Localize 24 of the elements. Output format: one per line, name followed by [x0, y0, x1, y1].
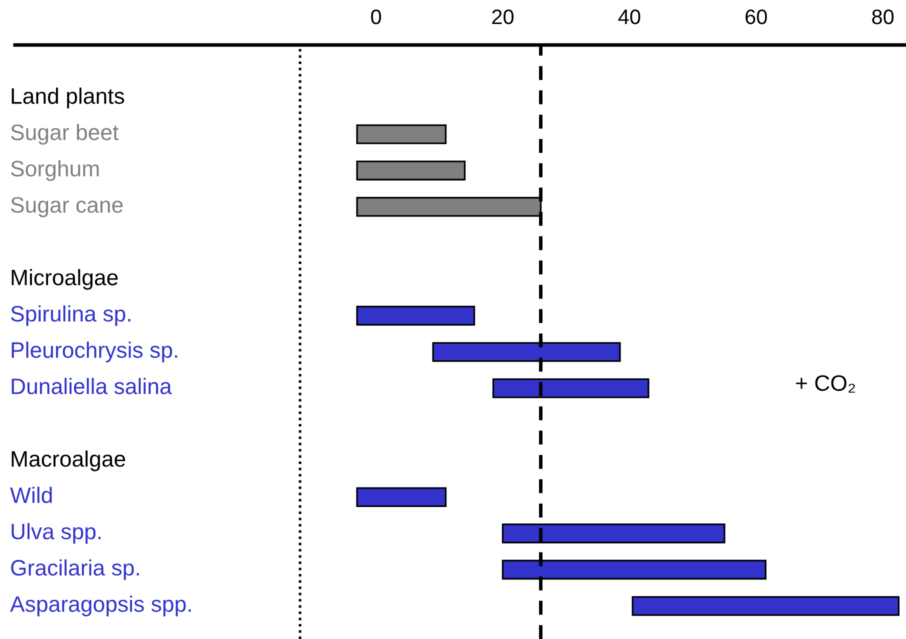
bar — [356, 124, 447, 144]
x-tick-label: 40 — [618, 9, 640, 24]
bar — [632, 596, 900, 616]
x-tick-label: 20 — [492, 9, 514, 24]
y-tick-label: Sorghum — [11, 160, 99, 181]
y-tick-label: Sugar beet — [11, 124, 119, 145]
y-tick-label: Gracilaria sp. — [11, 559, 139, 580]
bar — [356, 487, 447, 508]
y-tick-label: Macroalgae — [12, 450, 126, 472]
x-tick-label: 0 — [371, 9, 382, 24]
y-tick-label: Land plants — [12, 88, 124, 108]
x-tick-label: 60 — [746, 9, 767, 24]
y-tick-label: Pleurochrysis sp. — [12, 342, 178, 362]
y-tick-label: Wild — [10, 486, 52, 504]
y-tick-label: Spirulina sp. — [11, 305, 130, 326]
y-tick-label: Ulva spp. — [12, 523, 101, 544]
y-tick-label: Microalgae — [12, 269, 118, 290]
y-tick-label: Dunaliella salina — [12, 378, 172, 394]
bar — [356, 160, 466, 180]
x-tick-label: 80 — [872, 9, 894, 24]
y-tick-label: Asparagopsis spp. — [10, 596, 191, 616]
y-tick-label: Sugar cane — [11, 197, 123, 218]
bar — [356, 306, 476, 326]
annotation: + CO₂ — [796, 375, 856, 393]
